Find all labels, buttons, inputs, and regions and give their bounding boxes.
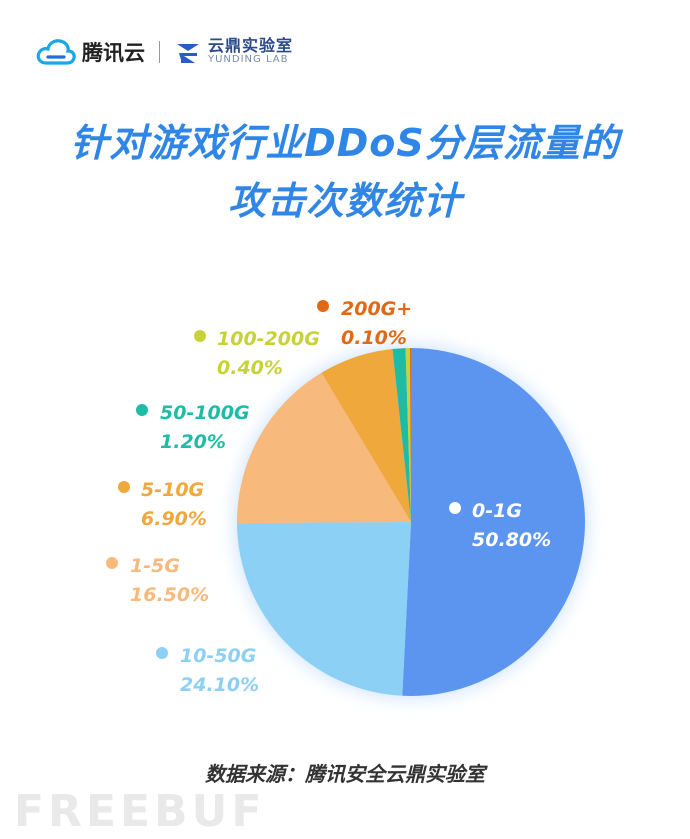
yunding-lab-logo: 云鼎实验室 YUNDING LAB bbox=[174, 38, 293, 66]
lab-name-cn: 云鼎实验室 bbox=[208, 36, 294, 56]
pie-slice-1-5g bbox=[237, 372, 411, 524]
pie-slice-5-10g bbox=[321, 348, 411, 522]
slice-value-0-1g: 50.80% bbox=[472, 529, 551, 551]
slice-label-100-200g: 100-200G bbox=[217, 328, 320, 350]
slice-value-200g: 0.10% bbox=[341, 327, 407, 349]
pie-slice-200g bbox=[409, 348, 411, 522]
yunding-lab-icon bbox=[177, 44, 199, 63]
slice-label-0-1g: 0-1G bbox=[472, 500, 522, 522]
slice-label-50-100g: 50-100G bbox=[160, 402, 250, 424]
brand-name: 腾讯云 bbox=[82, 41, 145, 65]
pie-slice-10-50g bbox=[237, 522, 411, 696]
tencent-cloud-logo: 腾讯云 bbox=[36, 37, 145, 67]
pie-slice-100-200g bbox=[405, 348, 411, 522]
legend-dot-100-200g bbox=[194, 330, 206, 342]
legend-dot-50-100g bbox=[136, 404, 148, 416]
legend-dot-10-50g bbox=[156, 647, 168, 659]
chart-title-line-1: 针对游戏行业DDoS分层流量的 bbox=[70, 121, 620, 165]
watermark: FREEBUF bbox=[14, 786, 266, 837]
pie-slice-0-1g bbox=[402, 348, 586, 696]
header-divider bbox=[159, 41, 160, 63]
slice-label-1-5g: 1-5G bbox=[130, 555, 180, 577]
legend-dot-5-10g bbox=[118, 481, 130, 493]
slice-label-200g: 200G+ bbox=[341, 298, 412, 320]
slice-value-100-200g: 0.40% bbox=[217, 357, 283, 379]
legend-dot-0-1g bbox=[449, 502, 461, 514]
slice-label-10-50g: 10-50G bbox=[180, 645, 256, 667]
slice-value-5-10g: 6.90% bbox=[141, 508, 207, 530]
data-source: 数据来源：腾讯安全云鼎实验室 bbox=[205, 762, 485, 786]
lab-name-en: YUNDING LAB bbox=[208, 54, 289, 66]
pie-slice-50-100g bbox=[392, 348, 411, 522]
legend-dot-1-5g bbox=[106, 557, 118, 569]
slice-value-10-50g: 24.10% bbox=[180, 674, 259, 696]
slice-value-50-100g: 1.20% bbox=[160, 431, 226, 453]
header: 腾讯云 云鼎实验室 YUNDING LAB bbox=[36, 30, 293, 74]
legend-dot-200g bbox=[317, 300, 329, 312]
cloud-icon bbox=[36, 39, 76, 65]
chart-title-line-2: 攻击次数统计 bbox=[227, 179, 462, 223]
slice-value-1-5g: 16.50% bbox=[130, 584, 209, 606]
slice-label-5-10g: 5-10G bbox=[141, 479, 204, 501]
